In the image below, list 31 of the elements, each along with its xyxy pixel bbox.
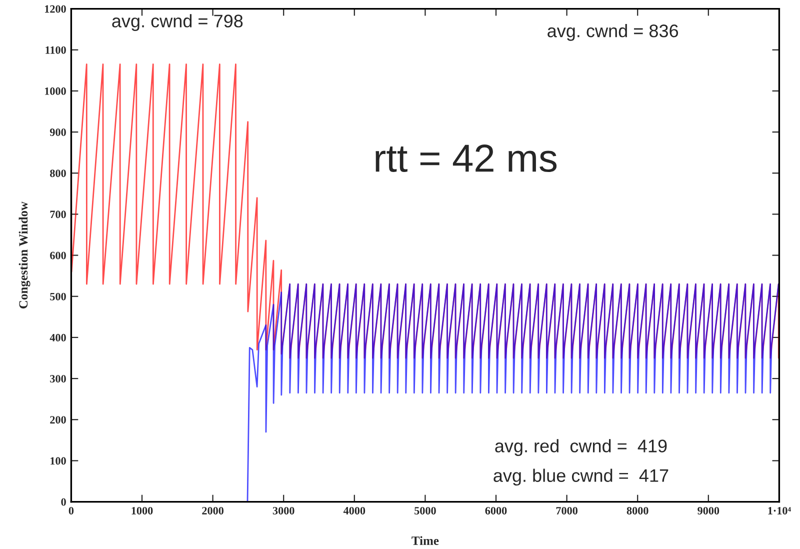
y-tick-label: 0 xyxy=(61,498,66,506)
x-tick-label: 3000 xyxy=(272,506,294,514)
annotation: rtt = 42 ms xyxy=(376,144,557,172)
x-tick-label: 1000 xyxy=(132,506,153,514)
x-tick-label: 0 xyxy=(68,506,74,514)
x-tick-label: 1·10⁴ xyxy=(768,506,791,514)
y-tick-label: 500 xyxy=(50,292,66,300)
annotation: avg. cwnd = 836 xyxy=(548,24,678,41)
y-tick-label: 700 xyxy=(50,210,66,218)
y-tick-label: 800 xyxy=(50,170,66,178)
y-tick-label: 600 xyxy=(50,252,66,260)
x-tick-label: 8000 xyxy=(626,506,648,514)
x-tick-label: 2000 xyxy=(202,506,224,514)
y-tick-label: 900 xyxy=(50,128,66,136)
y-tick-label: 300 xyxy=(50,375,66,382)
y-tick-label: 1000 xyxy=(45,87,66,95)
annotation: avg. cwnd = 798 xyxy=(112,14,243,32)
x-axis-title: Time xyxy=(412,536,439,545)
x-tick-label: 4000 xyxy=(343,506,366,514)
y-tick-label: 200 xyxy=(50,416,66,424)
y-tick-label: 100 xyxy=(50,457,66,465)
x-tick-label: 7000 xyxy=(556,506,578,514)
y-tick-label: 1100 xyxy=(46,46,66,54)
y-tick-label: 400 xyxy=(50,334,66,342)
annotation: avg. red cwnd = 419 xyxy=(495,439,667,456)
annotation: avg. blue cwnd = 417 xyxy=(494,468,668,486)
y-tick-label: 1200 xyxy=(45,5,66,13)
x-tick-label: 5000 xyxy=(414,506,436,514)
x-tick-label: 6000 xyxy=(485,506,507,514)
y-axis-title: Congestion Window xyxy=(18,202,30,308)
x-tick-label: 9000 xyxy=(698,506,720,514)
